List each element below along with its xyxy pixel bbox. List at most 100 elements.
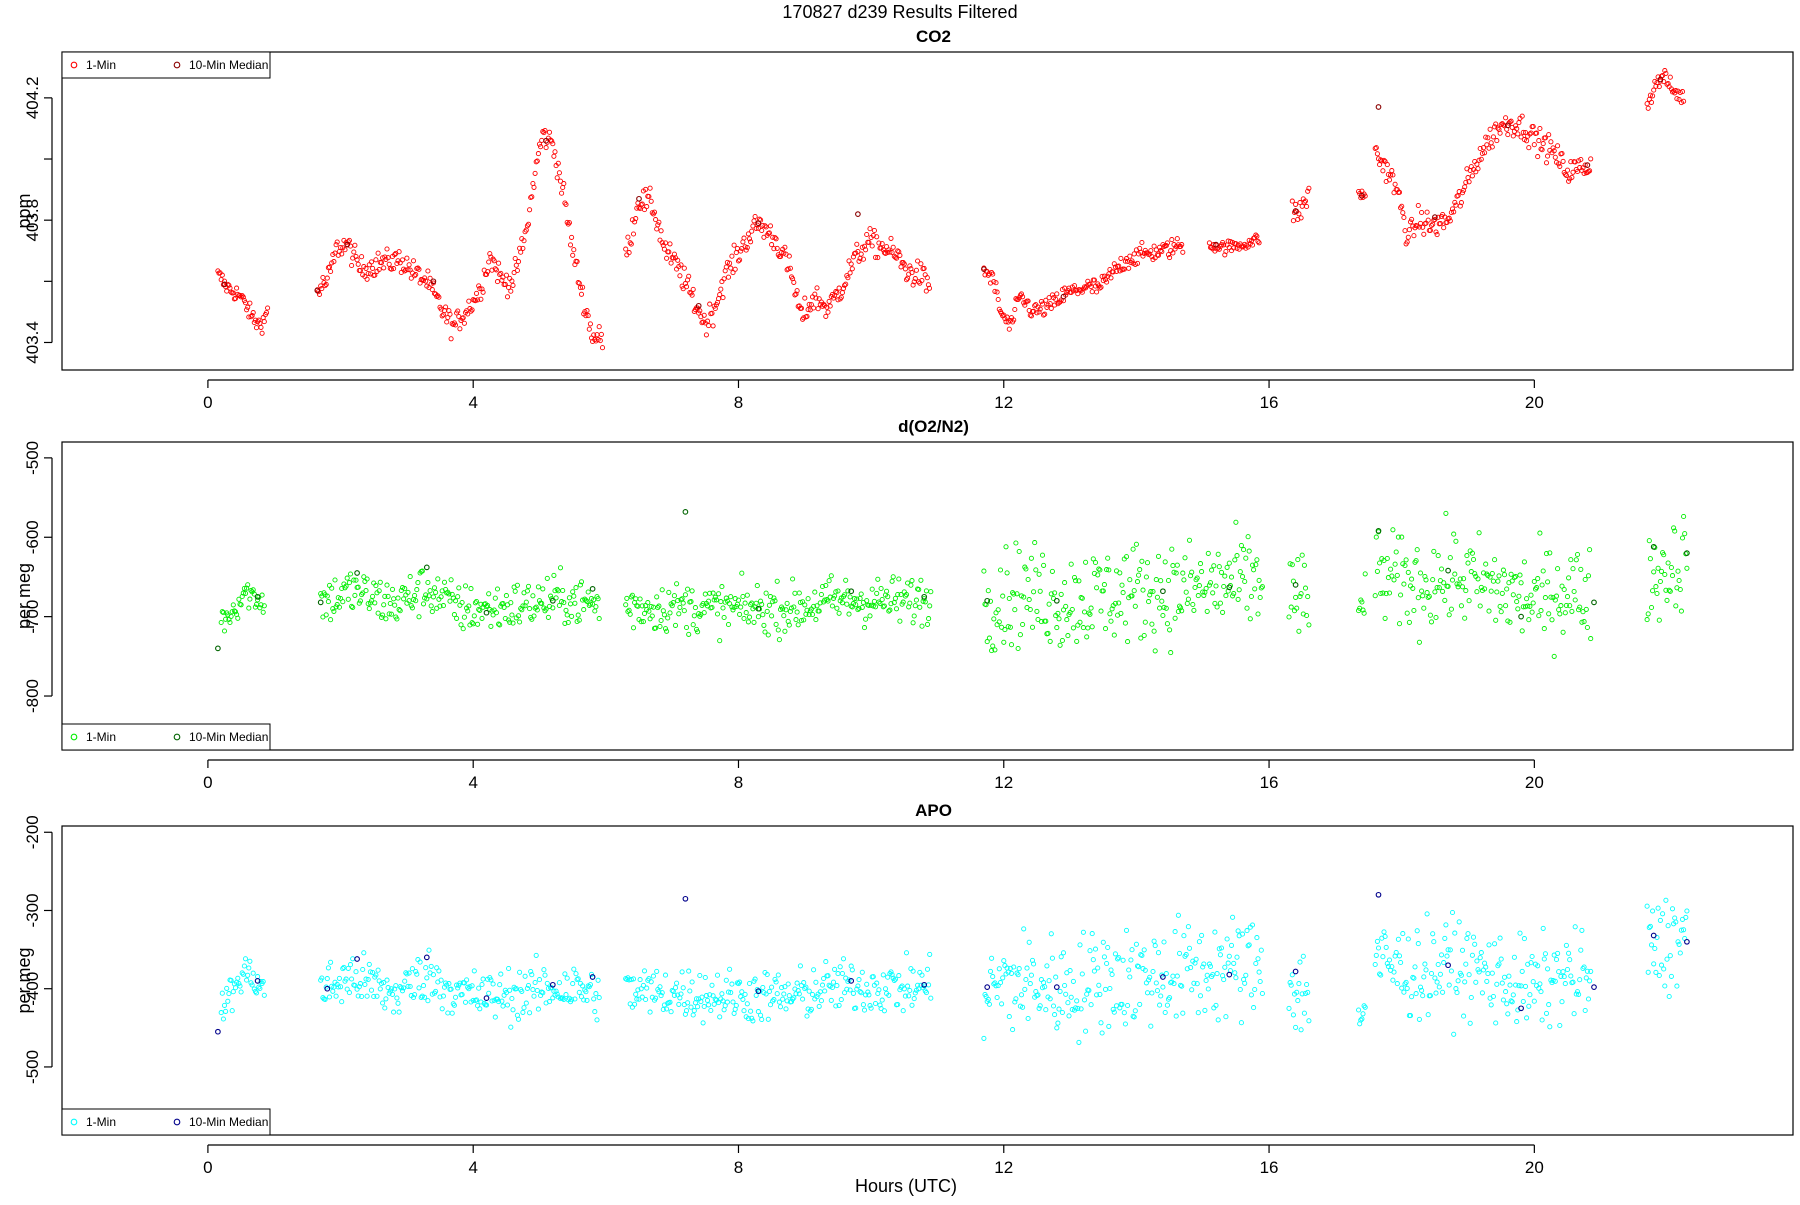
apo-point-1-min (650, 973, 656, 979)
co2-point-1-min (654, 226, 660, 232)
co2-point-1-min (1047, 301, 1053, 307)
apo-point-1-min (888, 969, 894, 975)
d-o2-n2-point-1-min (777, 606, 784, 613)
apo-point-1-min (679, 969, 685, 975)
apo-point-1-min (786, 993, 792, 999)
co2-point-1-min (578, 291, 585, 297)
d-o2-n2-point-1-min (776, 637, 782, 643)
d-o2-n2-point-1-min (373, 583, 379, 589)
apo-point-1-min (633, 991, 639, 997)
d-o2-n2-point-1-min (472, 600, 478, 606)
d-o2-n2-point-1-min (691, 613, 697, 619)
d-o2-n2-point-1-min (387, 600, 393, 607)
d-o2-n2-point-1-min (1498, 609, 1504, 615)
d-o2-n2-point-10-min-median (682, 509, 689, 515)
apo-point-1-min (583, 989, 589, 995)
d-o2-n2-point-1-min (396, 607, 402, 613)
co2-point-1-min (913, 267, 919, 273)
apo-point-1-min (765, 1016, 771, 1022)
apo-point-1-min (1666, 993, 1672, 1000)
apo-point-1-min (1201, 961, 1207, 967)
co2-legend-label-10-min-median: 10-Min Median (189, 58, 268, 72)
apo-point-1-min (752, 976, 758, 982)
apo-point-1-min (1058, 954, 1064, 960)
d-o2-n2-point-1-min (762, 629, 768, 635)
apo-point-10-min-median (483, 995, 490, 1001)
apo-point-1-min (560, 995, 566, 1001)
apo-legend-box (61, 1108, 271, 1136)
co2-point-1-min (1390, 172, 1396, 178)
co2-point-1-min (338, 244, 344, 251)
d-o2-n2-point-1-min (219, 609, 225, 615)
d-o2-n2-point-1-min (989, 648, 995, 654)
apo-plot-frame (61, 825, 1794, 1136)
apo-point-1-min (1488, 1002, 1494, 1008)
co2-point-1-min (889, 249, 895, 256)
co2-point-1-min (1551, 148, 1557, 154)
apo-point-1-min (777, 1004, 784, 1010)
apo-point-1-min (584, 997, 590, 1003)
d-o2-n2-point-1-min (427, 588, 433, 594)
apo-point-1-min (864, 981, 870, 987)
d-o2-n2-legend-marker-1-min (70, 733, 78, 741)
d-o2-n2-point-1-min (928, 589, 934, 595)
co2-point-1-min (1662, 68, 1668, 74)
apo-point-1-min (532, 979, 538, 986)
apo-point-1-min (1562, 981, 1568, 987)
apo-point-1-min (1109, 971, 1115, 978)
apo-point-1-min (981, 1035, 987, 1041)
co2-point-1-min (766, 230, 772, 236)
d-o2-n2-point-1-min (1215, 551, 1221, 557)
d-o2-n2-point-1-min (719, 584, 725, 590)
apo-point-1-min (1163, 971, 1169, 977)
co2-point-1-min (724, 259, 730, 265)
co2-point-1-min (656, 219, 662, 225)
apo-point-1-min (357, 981, 363, 987)
d-o2-n2-point-1-min (909, 578, 915, 584)
d-o2-n2-point-1-min (1584, 624, 1590, 631)
apo-point-1-min (1550, 978, 1556, 984)
co2-point-1-min (353, 253, 359, 260)
d-o2-n2-point-1-min (1031, 589, 1037, 595)
d-o2-n2-point-1-min (593, 604, 599, 610)
co2-point-1-min (487, 251, 493, 257)
co2-point-1-min (412, 273, 418, 279)
d-o2-n2-point-1-min (647, 616, 653, 622)
co2-point-1-min (382, 254, 388, 260)
d-o2-n2-point-1-min (346, 580, 352, 586)
apo-point-1-min (928, 995, 934, 1001)
d-o2-n2-point-1-min (688, 599, 694, 605)
d-o2-n2-point-1-min (461, 614, 467, 620)
apo-point-1-min (1476, 969, 1482, 975)
co2-point-1-min (1216, 246, 1222, 252)
apo-point-1-min (927, 951, 933, 957)
d-o2-n2-point-1-min (577, 582, 583, 588)
co2-point-1-min (436, 294, 442, 300)
apo-point-1-min (1172, 929, 1178, 935)
co2-point-1-min (580, 284, 586, 290)
d-o2-n2-point-1-min (802, 602, 808, 608)
apo-point-1-min (678, 991, 684, 997)
apo-point-1-min (325, 965, 331, 971)
apo-point-1-min (1074, 998, 1080, 1004)
d-o2-n2-point-1-min (1097, 567, 1103, 573)
co2-point-1-min (577, 285, 583, 291)
d-o2-n2-point-1-min (596, 616, 602, 622)
apo-point-1-min (1553, 956, 1560, 963)
co2-point-1-min (1245, 244, 1251, 250)
apo-point-1-min (488, 977, 494, 983)
apo-point-1-min (370, 969, 376, 976)
d-o2-n2-point-1-min (352, 592, 358, 598)
apo-point-1-min (251, 986, 257, 992)
apo-point-1-min (556, 980, 562, 986)
apo-point-1-min (1538, 989, 1544, 995)
d-o2-n2-point-1-min (701, 610, 707, 616)
apo-point-1-min (1122, 1021, 1128, 1027)
apo-point-1-min (1218, 945, 1225, 951)
d-o2-n2-point-1-min (476, 606, 482, 613)
apo-point-1-min (246, 965, 252, 971)
co2-point-1-min (533, 159, 539, 165)
co2-point-1-min (1494, 138, 1500, 144)
d-o2-n2-point-1-min (255, 597, 261, 603)
d-o2-n2-point-1-min (1405, 569, 1411, 575)
